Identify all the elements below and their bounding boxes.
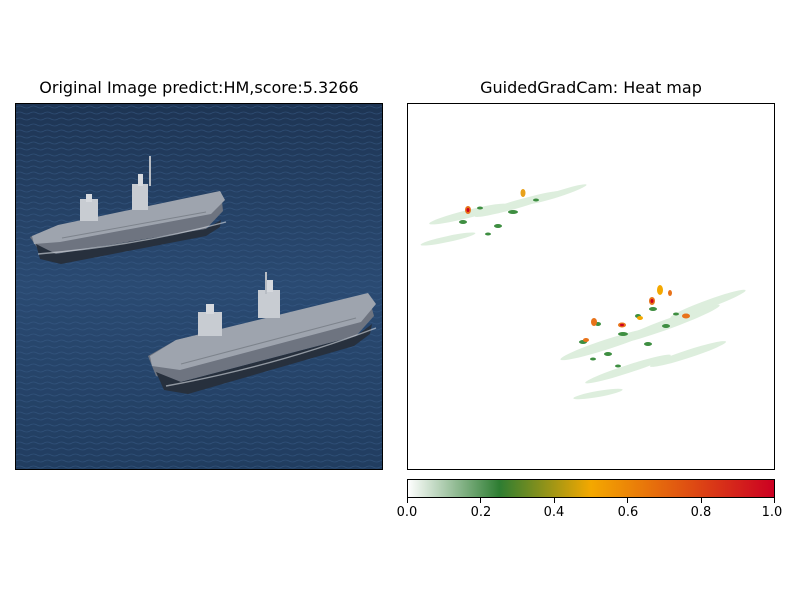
colorbar-tick-4 — [701, 498, 702, 503]
carrier-1 — [30, 156, 227, 264]
mid-activation-specks — [459, 198, 679, 368]
colorbar-tick-label-3: 0.6 — [617, 505, 639, 520]
carrier-2 — [148, 272, 377, 394]
right-panel-title: GuidedGradCam: Heat map — [480, 78, 702, 97]
heatmap-panel — [407, 103, 775, 470]
colorbar — [407, 479, 775, 498]
colorbar-tick-2 — [554, 498, 555, 503]
colorbar-gradient — [408, 480, 774, 497]
colorbar-tick-label-2: 0.4 — [543, 505, 565, 520]
colorbar-tick-label-1: 0.2 — [470, 505, 492, 520]
colorbar-tick-label-5: 1.0 — [761, 505, 783, 520]
colorbar-tick-label-4: 0.8 — [690, 505, 712, 520]
heatmap-image — [420, 184, 746, 400]
colorbar-tick-label-0: 0.0 — [396, 505, 418, 520]
carrier-photo — [16, 104, 382, 469]
left-panel-title: Original Image predict:HM,score:5.3266 — [39, 78, 359, 97]
colorbar-tick-0 — [407, 498, 408, 503]
low-activation-traces — [420, 184, 746, 400]
original-image — [15, 103, 383, 470]
colorbar-tick-5 — [774, 498, 775, 503]
colorbar-tick-3 — [627, 498, 628, 503]
colorbar-tick-1 — [480, 498, 481, 503]
high-activation-spots — [465, 189, 690, 342]
